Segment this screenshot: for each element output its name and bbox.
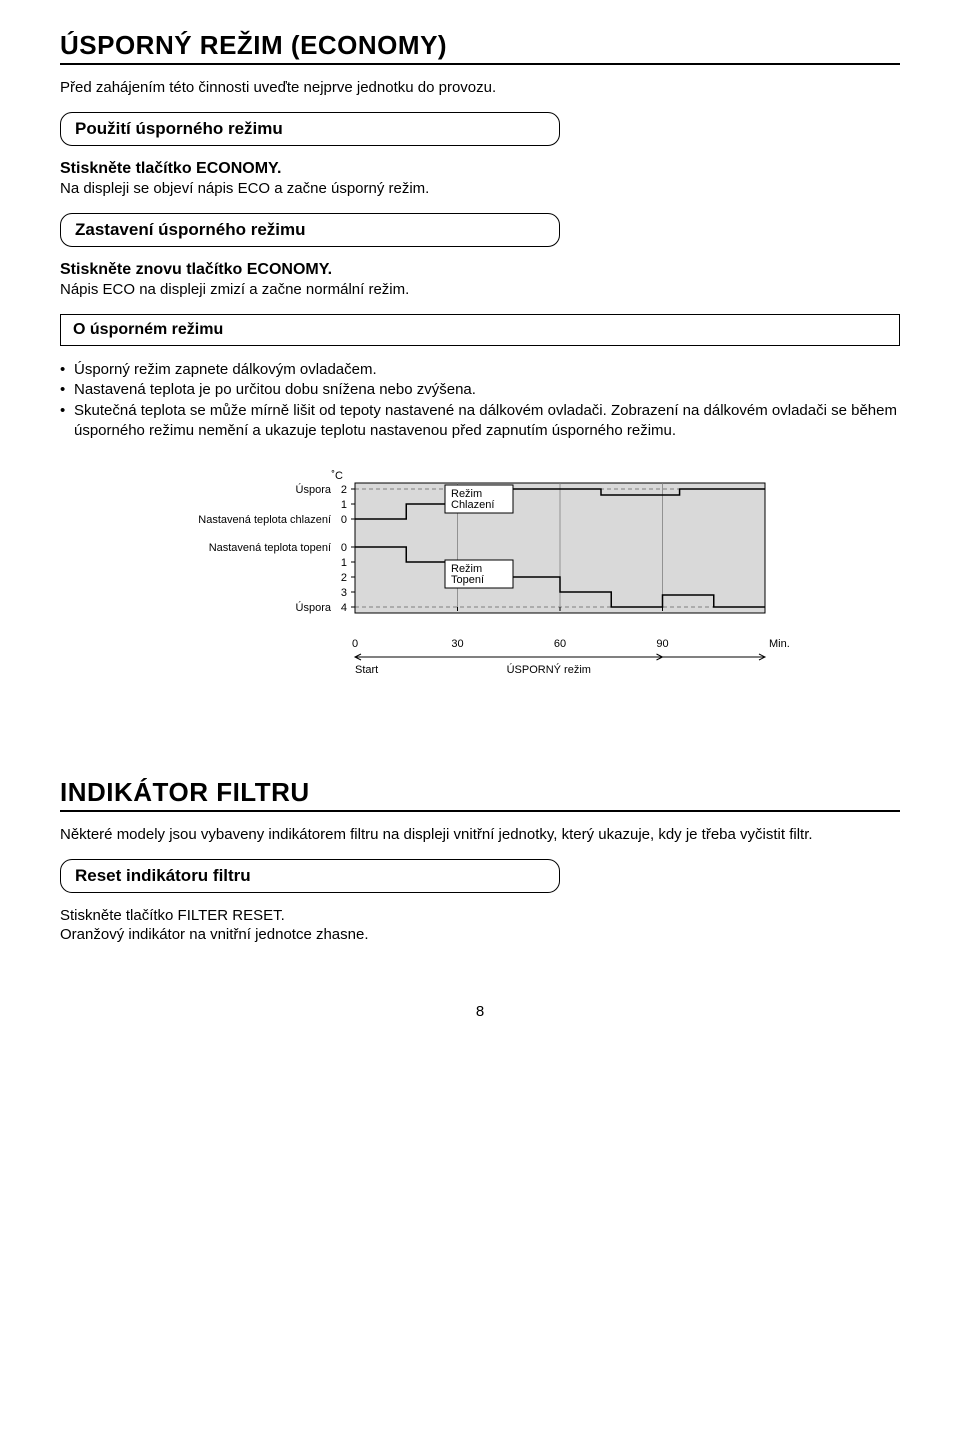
bullet-item: Nastavená teplota je po určitou dobu sní…	[60, 380, 900, 400]
svg-text:0: 0	[341, 542, 347, 554]
page-number: 8	[60, 1003, 900, 1020]
svg-text:Min.: Min.	[769, 638, 790, 650]
svg-text:Nastavená teplota chlazení: Nastavená teplota chlazení	[198, 514, 331, 526]
box-use-economy-title: Použití úsporného režimu	[75, 119, 283, 138]
svg-text:Nastavená teplota topení: Nastavená teplota topení	[209, 542, 331, 554]
bullet-item: Skutečná teplota se může mírně lišit od …	[60, 401, 900, 442]
info-box-about-economy: O úsporném režimu	[60, 314, 900, 346]
svg-text:Úspora: Úspora	[296, 483, 332, 496]
economy-intro: Před zahájením této činnosti uveďte nejp…	[60, 79, 900, 96]
heading-economy: ÚSPORNÝ REŽIM (ECONOMY)	[60, 30, 900, 65]
box-use-economy: Použití úsporného režimu	[60, 112, 560, 146]
info-box-title: O úsporném režimu	[73, 321, 223, 338]
svg-text:Start: Start	[355, 664, 378, 676]
svg-text:˚C: ˚C	[331, 470, 343, 482]
svg-text:3: 3	[341, 587, 347, 599]
step1-bold: Stiskněte tlačítko ECONOMY.	[60, 160, 900, 178]
svg-text:Topení: Topení	[451, 574, 484, 586]
svg-text:2: 2	[341, 572, 347, 584]
svg-text:4: 4	[341, 602, 347, 614]
heading-filter: INDIKÁTOR FILTRU	[60, 777, 900, 812]
step2-text: Nápis ECO na displeji zmizí a začne norm…	[60, 281, 900, 298]
filter-line1: Stiskněte tlačítko FILTER RESET.	[60, 907, 900, 924]
box-reset-filter: Reset indikátoru filtru	[60, 859, 560, 893]
box-stop-economy-title: Zastavení úsporného režimu	[75, 220, 306, 239]
svg-text:Chlazení: Chlazení	[451, 499, 494, 511]
step2-bold: Stiskněte znovu tlačítko ECONOMY.	[60, 261, 900, 279]
bullet-item: Úsporný režim zapnete dálkovým ovladačem…	[60, 360, 900, 380]
svg-text:ÚSPORNÝ režim: ÚSPORNÝ režim	[507, 663, 591, 676]
economy-chart: ˚C 2 1 0 0 1 2 3 4 Úspora Nastavená teplota chlaze…	[60, 467, 900, 727]
filter-intro: Některé modely jsou vybaveny indikátorem…	[60, 826, 900, 843]
svg-text:2: 2	[341, 484, 347, 496]
filter-line2: Oranžový indikátor na vnitřní jednotce z…	[60, 926, 900, 943]
svg-text:1: 1	[341, 557, 347, 569]
svg-text:60: 60	[554, 638, 566, 650]
step1-text: Na displeji se objeví nápis ECO a začne …	[60, 180, 900, 197]
economy-chart-svg: ˚C 2 1 0 0 1 2 3 4 Úspora Nastavená teplota chlaze…	[155, 467, 805, 727]
svg-text:0: 0	[341, 514, 347, 526]
svg-text:Úspora: Úspora	[296, 601, 332, 614]
box-reset-filter-title: Reset indikátoru filtru	[75, 866, 251, 885]
svg-text:30: 30	[451, 638, 463, 650]
economy-bullets: Úsporný režim zapnete dálkovým ovladačem…	[60, 360, 900, 441]
svg-text:90: 90	[656, 638, 668, 650]
svg-text:1: 1	[341, 499, 347, 511]
svg-text:0: 0	[352, 638, 358, 650]
box-stop-economy: Zastavení úsporného režimu	[60, 213, 560, 247]
